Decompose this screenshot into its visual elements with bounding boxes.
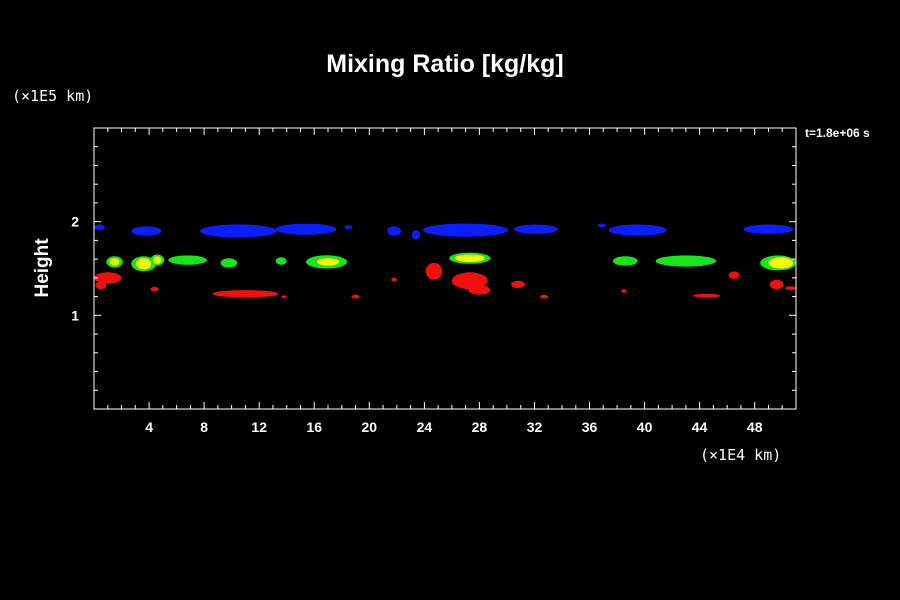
region-blue-11 [743,224,794,234]
region-yellow-17 [153,256,162,264]
region-blue-3 [275,223,337,235]
region-red-36 [425,262,443,280]
y-tick-label: 2 [71,214,79,230]
region-red-37 [451,272,488,290]
region-red-34 [351,294,360,299]
x-unit-label: (×1E4 km) [700,446,781,464]
region-blue-5 [387,226,401,236]
region-blue-6 [412,230,421,240]
chart-title: Mixing Ratio [kg/kg] [326,50,564,78]
region-blue-10 [608,224,667,236]
region-blue-0 [94,224,105,231]
region-green-26 [655,255,717,267]
region-red-31 [150,286,159,292]
region-red-44 [769,279,784,290]
region-red-38 [468,285,491,295]
region-red-35 [391,277,397,282]
x-tick-label: 24 [417,419,433,435]
region-red-43 [728,271,740,279]
region-red-40 [540,294,549,299]
plot-frame [93,127,797,410]
x-tick-label: 8 [200,419,208,435]
region-yellow-22 [317,258,339,266]
region-green-19 [220,258,238,268]
y-tick-label: 1 [71,307,79,323]
region-yellow-15 [136,258,152,270]
region-red-33 [281,295,287,298]
region-red-41 [621,289,627,293]
region-red-45 [785,286,796,291]
region-red-30 [95,281,107,290]
x-tick-label: 32 [527,419,543,435]
x-tick-label: 48 [747,419,763,435]
x-tick-label: 20 [362,419,378,435]
region-red-32 [212,290,279,298]
x-tick-label: 4 [145,419,153,435]
region-blue-1 [131,226,162,236]
y-unit-label: (×1E5 km) [12,87,93,105]
region-red-29 [94,272,122,284]
plot-area [94,223,796,299]
region-blue-7 [422,223,509,237]
region-red-39 [511,280,525,289]
region-blue-8 [513,224,558,234]
x-tick-label: 28 [472,419,488,435]
x-tick-label: 40 [637,419,653,435]
region-green-25 [612,256,638,266]
region-yellow-13 [109,258,120,266]
x-tick-label: 44 [692,419,708,435]
region-blue-2 [200,224,277,238]
region-blue-9 [597,223,607,228]
region-yellow-28 [768,257,794,269]
region-red-42 [692,293,721,298]
x-tick-label: 12 [251,419,267,435]
x-tick-label: 36 [582,419,598,435]
x-tick-label: 16 [306,419,322,435]
region-blue-4 [344,225,353,230]
region-yellow-24 [454,254,485,262]
region-green-18 [168,255,207,265]
y-axis-label: Height [32,238,53,298]
region-green-20 [275,257,287,265]
time-label: t=1.8e+06 s [805,126,870,140]
